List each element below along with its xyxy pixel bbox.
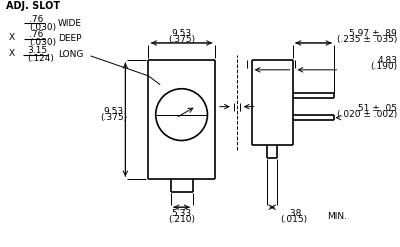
- Text: (.375): (.375): [168, 36, 195, 44]
- Text: (.210): (.210): [168, 215, 195, 224]
- Text: (.235 ± .035): (.235 ± .035): [337, 36, 397, 44]
- Text: .51 ± .05: .51 ± .05: [355, 104, 397, 113]
- Text: X: X: [9, 34, 15, 42]
- Text: .76: .76: [29, 30, 43, 40]
- Text: (.030): (.030): [29, 22, 56, 32]
- Text: 9.53: 9.53: [172, 29, 192, 39]
- Text: (.015): (.015): [280, 215, 308, 224]
- Text: (.020 ± .002): (.020 ± .002): [337, 110, 397, 119]
- Text: DEEP: DEEP: [58, 35, 81, 43]
- Text: (.190): (.190): [370, 62, 397, 71]
- Text: MIN.: MIN.: [327, 212, 347, 221]
- Text: .76: .76: [29, 15, 43, 23]
- Text: 3.15: 3.15: [27, 46, 47, 55]
- Text: 9.53: 9.53: [103, 107, 124, 116]
- Text: ADJ. SLOT: ADJ. SLOT: [6, 1, 60, 11]
- Text: 5.33: 5.33: [172, 209, 192, 218]
- Text: LONG: LONG: [58, 50, 83, 59]
- Text: (.375): (.375): [100, 113, 127, 122]
- Text: .38: .38: [287, 209, 301, 218]
- Text: (.124): (.124): [27, 54, 54, 63]
- Text: WIDE: WIDE: [58, 19, 82, 28]
- Text: X: X: [9, 49, 15, 58]
- Text: 5.97 ± .89: 5.97 ± .89: [349, 29, 397, 39]
- Text: 4.83: 4.83: [377, 56, 397, 65]
- Text: (.030): (.030): [29, 39, 56, 47]
